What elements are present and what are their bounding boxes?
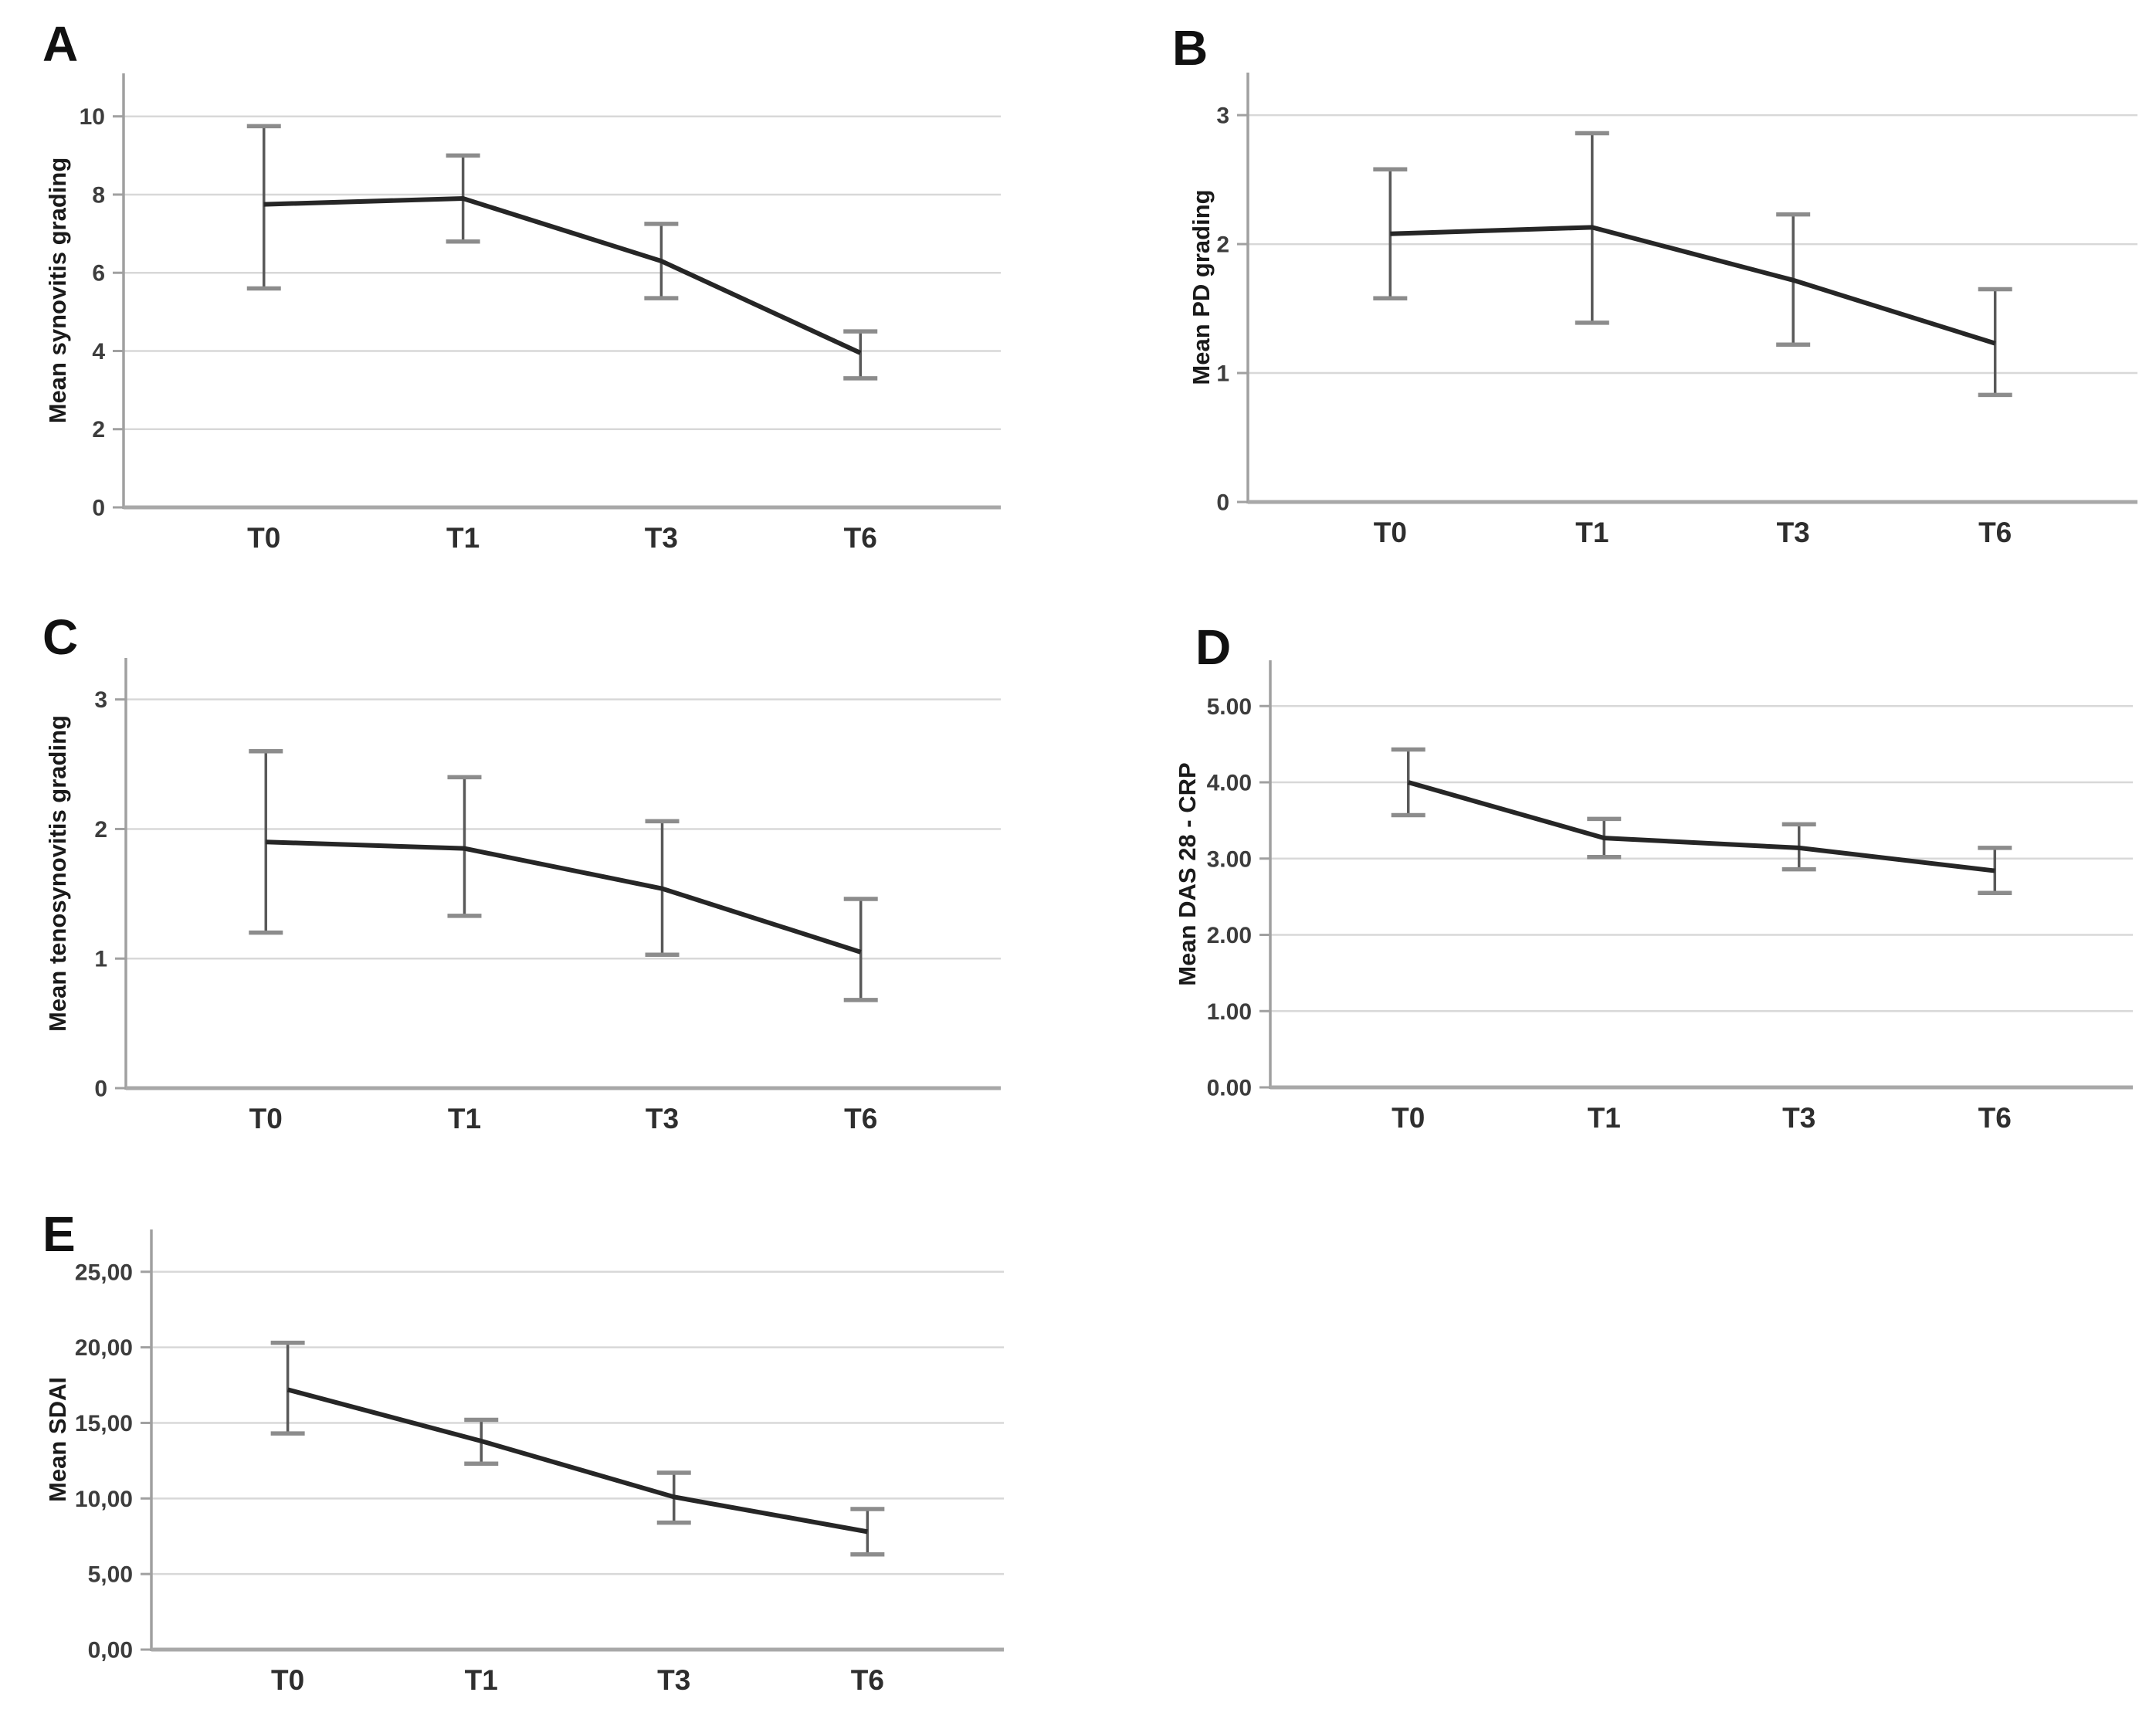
mean-line <box>263 196 862 355</box>
x-tick-label: T3 <box>1782 1102 1815 1134</box>
x-tick-label: T3 <box>1777 517 1810 548</box>
y-tick-label: 25,00 <box>75 1260 133 1285</box>
y-tick-label: 5,00 <box>88 1562 133 1588</box>
y-tick-marks <box>1237 114 1248 504</box>
y-tick-label: 1.00 <box>1207 999 1252 1025</box>
y-tick-label: 20,00 <box>75 1335 133 1361</box>
x-tick-label: T0 <box>271 1664 304 1696</box>
panel-letter: E <box>42 1206 76 1262</box>
y-tick-label: 8 <box>92 182 105 208</box>
x-tick-label: T1 <box>448 1103 481 1134</box>
x-tick-label: T6 <box>844 1103 877 1134</box>
x-tick-label: T6 <box>1978 1102 2012 1134</box>
y-tick-label: 10 <box>80 104 105 130</box>
y-tick-labels: 0.00 1.00 2.00 3.00 4.00 5.00 <box>1207 694 1252 1101</box>
y-tick-label: 1 <box>94 947 107 972</box>
panel-letter: A <box>42 16 80 72</box>
mean-line <box>1390 225 1996 346</box>
error-bars <box>249 749 878 1002</box>
y-tick-label: 1 <box>1216 361 1229 387</box>
y-tick-label: 0.00 <box>1207 1076 1252 1101</box>
y-tick-labels: 0 2 4 6 8 10 <box>80 104 106 521</box>
x-tick-label: T1 <box>1575 517 1609 548</box>
x-tick-labels: T0 T1 T3 T6 <box>249 1103 878 1134</box>
x-tick-label: T6 <box>844 522 877 554</box>
x-tick-label: T3 <box>657 1664 690 1696</box>
x-tick-label: T0 <box>249 1103 283 1134</box>
y-tick-label: 3 <box>1216 103 1229 129</box>
y-tick-label: 3.00 <box>1207 846 1252 872</box>
y-tick-label: 0 <box>1216 490 1229 516</box>
y-tick-label: 0 <box>92 496 105 521</box>
panel-e-sdai-chart: E Mean SDAI 0,00 5,00 10,00 15,00 20,00 25,00… <box>23 1197 1050 1716</box>
line-chart-plot: 0,00 5,00 10,00 15,00 20,00 25,00 T0 T1 T3 T6 <box>75 1229 1004 1696</box>
x-tick-label: T6 <box>1978 517 2012 548</box>
y-tick-label: 2.00 <box>1207 923 1252 948</box>
error-bars <box>270 1341 885 1557</box>
mean-line <box>1407 780 1995 873</box>
y-tick-marks <box>113 115 124 509</box>
y-tick-label: 4 <box>92 339 105 365</box>
line-chart-plot: 0 2 4 6 8 10 T0 T1 T3 T6 <box>80 73 1001 554</box>
x-tick-labels: T0 T1 T3 T6 <box>1374 517 2012 548</box>
x-tick-label: T0 <box>1392 1102 1425 1134</box>
y-tick-label: 0,00 <box>88 1638 133 1663</box>
error-bars <box>1391 747 2012 895</box>
x-tick-label: T0 <box>247 522 280 554</box>
x-tick-label: T6 <box>851 1664 884 1696</box>
y-tick-label: 0 <box>94 1077 107 1102</box>
mean-line <box>286 1387 868 1535</box>
y-tick-marks <box>115 698 126 1090</box>
panel-b-pd-grading-chart: B Mean PD grading 0 1 2 3 T0 T1 T3 T6 <box>1143 8 2156 602</box>
y-tick-labels: 0,00 5,00 10,00 15,00 20,00 25,00 <box>75 1260 133 1663</box>
panel-a-synovitis-chart: A Mean synovitis grading 0 2 4 6 8 10 T0 T1 T3 T6 <box>23 8 1050 602</box>
x-tick-label: T3 <box>645 522 678 554</box>
error-bars <box>1373 131 2012 398</box>
x-tick-labels: T0 T1 T3 T6 <box>271 1664 884 1696</box>
gridlines <box>126 698 1001 960</box>
y-tick-label: 2 <box>92 417 105 443</box>
line-chart-plot: 0 1 2 3 T0 T1 T3 T6 <box>94 658 1001 1134</box>
x-tick-label: T3 <box>646 1103 679 1134</box>
y-tick-marks <box>141 1270 151 1651</box>
y-tick-labels: 0 1 2 3 <box>94 687 107 1101</box>
y-tick-label: 15,00 <box>75 1411 133 1436</box>
panel-letter: B <box>1172 20 1209 76</box>
y-tick-label: 6 <box>92 261 105 287</box>
line-chart-plot: 0 1 2 3 T0 T1 T3 T6 <box>1216 73 2137 548</box>
x-tick-label: T1 <box>465 1664 498 1696</box>
gridlines <box>1248 114 2137 375</box>
panel-d-das28-crp-chart: D Mean DAS 28 - CRP 0.00 1.00 2.00 3.00 4.00… <box>1143 602 2156 1197</box>
y-tick-labels: 0 1 2 3 <box>1216 103 1229 516</box>
x-tick-label: T1 <box>1588 1102 1621 1134</box>
x-tick-labels: T0 T1 T3 T6 <box>247 522 877 554</box>
error-bars <box>246 124 878 381</box>
x-tick-label: T1 <box>446 522 480 554</box>
mean-line <box>266 839 862 955</box>
gridlines <box>1270 705 2133 1012</box>
panel-letter: C <box>42 609 80 665</box>
line-chart-plot: 0.00 1.00 2.00 3.00 4.00 5.00 T0 T1 T3 T6 <box>1207 660 2133 1134</box>
gridlines <box>151 1270 1004 1575</box>
x-tick-labels: T0 T1 T3 T6 <box>1392 1102 2012 1134</box>
y-tick-marks <box>1259 704 1270 1089</box>
y-tick-label: 10,00 <box>75 1487 133 1512</box>
panel-c-tenosynovitis-chart: C Mean tenosynovitis grading 0 1 2 3 T0 T1 T3 T… <box>23 602 1050 1197</box>
y-tick-label: 3 <box>94 687 107 713</box>
panel-letter: D <box>1195 619 1232 675</box>
y-tick-label: 2 <box>94 817 107 843</box>
y-tick-label: 2 <box>1216 232 1229 258</box>
x-tick-label: T0 <box>1374 517 1407 548</box>
y-tick-label: 4.00 <box>1207 771 1252 796</box>
y-tick-label: 5.00 <box>1207 694 1252 720</box>
gridlines <box>124 115 1001 430</box>
